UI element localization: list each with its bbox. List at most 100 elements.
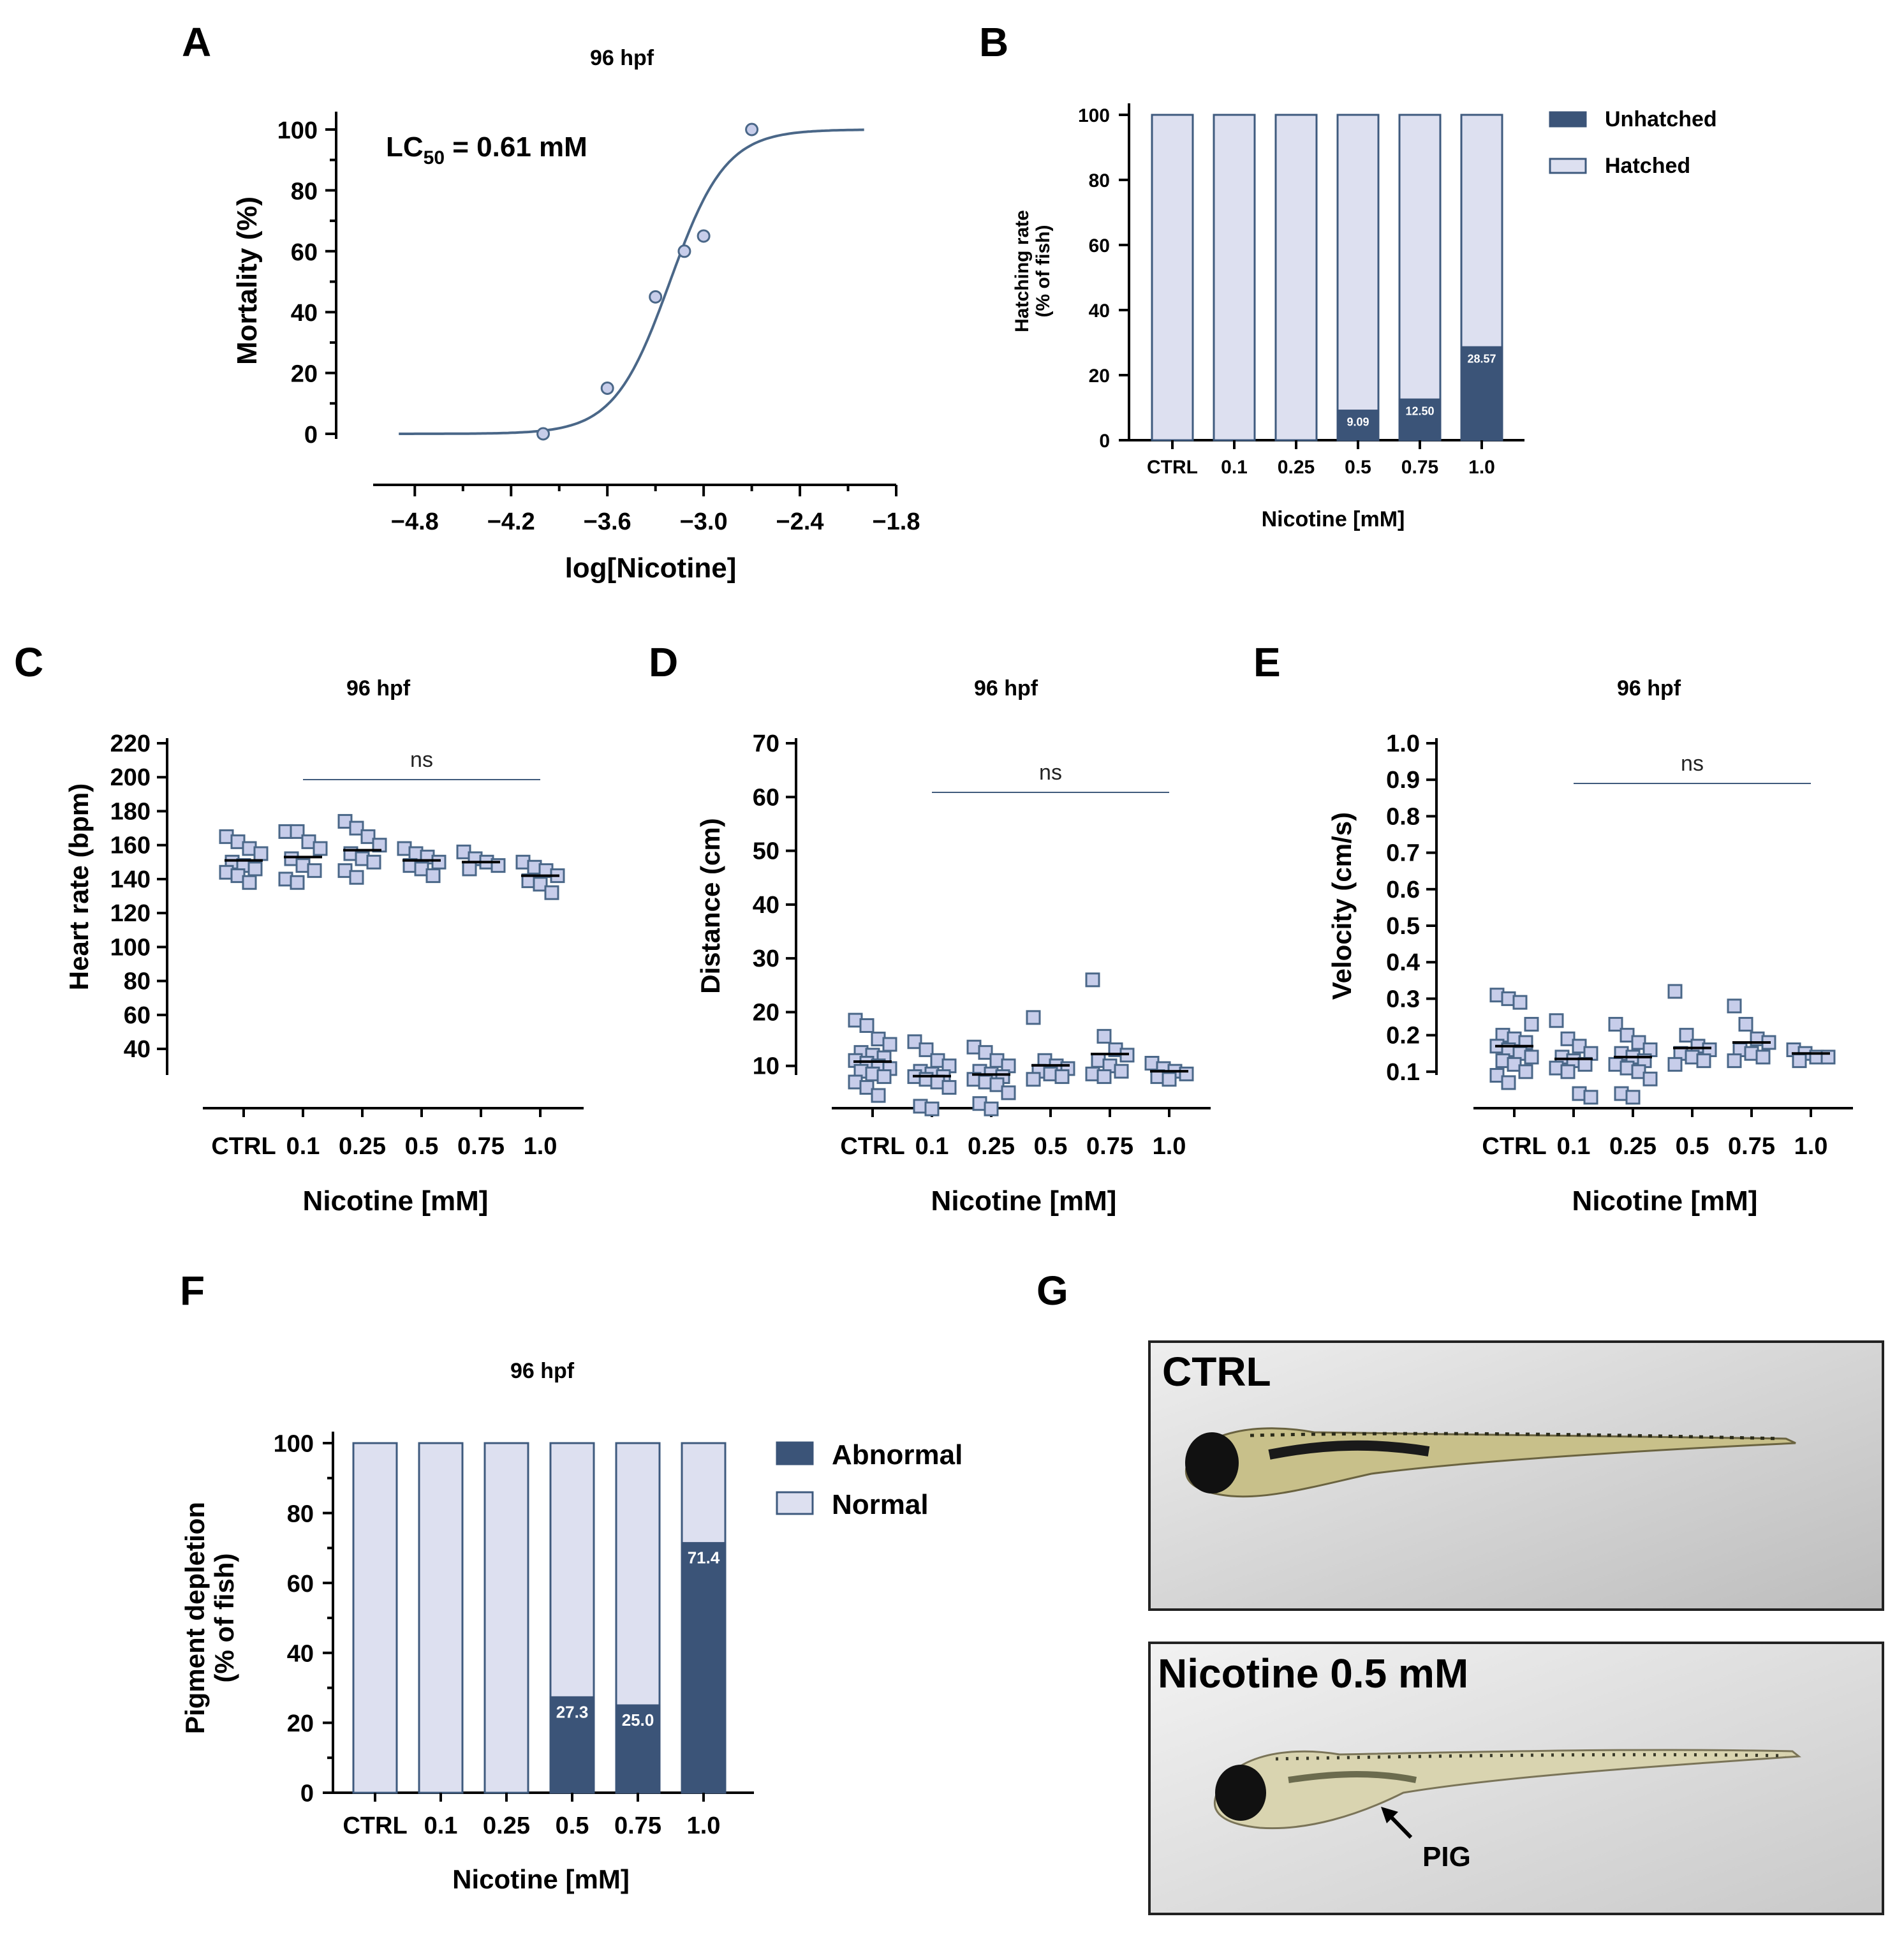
c-data-point [290, 875, 305, 890]
e-ytick-label: 0.1 [1386, 1059, 1420, 1086]
f-data-label: 71.4 [688, 1548, 720, 1568]
b-ytick-label: 60 [1089, 235, 1110, 256]
b-xtick-label: 0.75 [1401, 457, 1438, 478]
a-data-point [536, 427, 550, 441]
d-y-label: Distance (cm) [695, 818, 725, 993]
e-data-point [1608, 1016, 1623, 1032]
a-xtick-label: −1.8 [872, 508, 920, 535]
e-data-point [1667, 984, 1683, 999]
b-bar-hatched [1274, 114, 1318, 441]
e-data-point [1549, 1013, 1564, 1028]
c-data-point [431, 854, 446, 870]
e-x-label: Nicotine [mM] [1572, 1185, 1758, 1217]
e-ns-label: ns [1681, 752, 1704, 776]
photo-nicotine-caption: Nicotine 0.5 mM [1158, 1650, 1468, 1696]
d-data-point [1026, 1010, 1041, 1025]
a-ytick-label: 100 [277, 117, 318, 144]
c-ytick-label: 140 [110, 866, 151, 893]
e-y-label: Velocity (cm/s) [1327, 812, 1357, 1000]
e-data-point [1696, 1053, 1711, 1069]
larva-ctrl-dorsal-stripe [1250, 1432, 1780, 1441]
f-x-label: Nicotine [mM] [452, 1864, 630, 1894]
a-x-label: log[Nicotine] [565, 552, 737, 584]
b-bar-hatched [1336, 114, 1380, 412]
a-ytick-label: 20 [291, 361, 318, 388]
pig-label: PIG [1422, 1841, 1471, 1872]
e-ytick-label: 0.8 [1386, 803, 1420, 830]
c-ytick-label: 120 [110, 900, 151, 927]
f-xtick-label: 0.25 [483, 1813, 530, 1839]
d-data-point [1096, 1069, 1112, 1085]
chart-f: 0 20 40 60 80 100 CTRL 0.1 0.25 27.3 0.5 25.0 0.75 71… [180, 1431, 963, 1894]
d-xtick-label: 0.1 [915, 1133, 949, 1160]
d-data-point [919, 1042, 934, 1057]
e-data-point [1727, 998, 1742, 1014]
d-data-point [1001, 1085, 1016, 1101]
d-xtick-label: CTRL [840, 1133, 904, 1160]
f-ytick-label: 80 [287, 1501, 314, 1527]
f-ytick-label: 20 [287, 1710, 314, 1737]
f-ytick-label: 60 [287, 1571, 314, 1598]
f-bar-normal [615, 1442, 661, 1707]
d-ytick-label: 70 [753, 730, 779, 757]
f-y-label-line1: Pigment depletion [180, 1502, 210, 1734]
larva-ctrl-pigment [1268, 1440, 1430, 1460]
e-data-point [1524, 1049, 1539, 1065]
e-data-point [1583, 1090, 1598, 1105]
b-xtick-label: 0.5 [1345, 457, 1371, 478]
d-data-point [1114, 1064, 1129, 1079]
b-data-label: 9.09 [1347, 416, 1369, 429]
a-y-label: Mortality (%) [232, 196, 263, 365]
chart-e: 0.1 0.2 0.3 0.4 0.5 0.6 0.7 0.8 0.9 1.0 ns CTRL 0.1 0… [1327, 730, 1853, 1217]
b-ytick-label: 20 [1089, 366, 1110, 387]
b-bar-hatched [1398, 114, 1442, 401]
c-data-point [307, 863, 322, 879]
c-data-point [425, 868, 441, 884]
panel-f-title: 96 hpf [510, 1359, 575, 1383]
f-xtick-label: 0.75 [614, 1813, 661, 1839]
c-xtick-label: 0.25 [339, 1133, 386, 1160]
chart-a: 0 20 40 60 80 100 −4.8 −4.2 −3.6 −3.0 −2.4 −1.8 log[… [232, 112, 920, 584]
b-xtick-label: 1.0 [1468, 457, 1495, 478]
f-legend-swatch [776, 1441, 814, 1465]
d-data-point [1054, 1069, 1070, 1085]
e-data-point [1667, 1056, 1683, 1072]
c-data-point [253, 846, 269, 861]
c-data-point [313, 841, 328, 856]
b-ytick-label: 100 [1078, 105, 1110, 126]
e-xtick-label: 1.0 [1794, 1133, 1828, 1160]
a-xtick-label: −3.0 [680, 508, 728, 535]
d-ytick-label: 10 [753, 1053, 779, 1080]
panel-label-d: D [649, 639, 678, 685]
c-data-point [247, 861, 263, 877]
larva-nicotine-dorsal-stripe [1275, 1753, 1787, 1761]
e-xtick-label: 0.1 [1557, 1133, 1591, 1160]
c-xtick-label: 0.1 [286, 1133, 320, 1160]
c-xtick-label: 0.75 [457, 1133, 505, 1160]
e-ytick-label: 0.9 [1386, 767, 1420, 794]
e-ytick-label: 0.3 [1386, 986, 1420, 1012]
e-data-point [1642, 1071, 1658, 1086]
f-bar-abnormal [615, 1704, 661, 1794]
a-ytick-label: 40 [291, 300, 318, 327]
d-data-point [978, 1045, 993, 1060]
c-data-point [462, 861, 477, 877]
chart-c: 40 60 80 100 120 140 160 180 200 220 ns CTRL 0.1 0.25… [64, 730, 584, 1217]
b-data-label: 28.57 [1467, 352, 1496, 365]
panel-d-title: 96 hpf [974, 676, 1038, 701]
b-legend-label: Unhatched [1605, 107, 1717, 131]
panel-label-f: F [180, 1268, 205, 1314]
c-ytick-label: 160 [110, 833, 151, 859]
a-xtick-label: −4.8 [391, 508, 439, 535]
b-legend-swatch [1549, 111, 1587, 128]
d-data-point [941, 1079, 957, 1095]
c-ytick-label: 100 [110, 934, 151, 961]
b-y-label-line2: (% of fish) [1033, 225, 1054, 318]
c-data-point [372, 838, 387, 853]
e-data-point [1560, 1064, 1576, 1079]
f-bar-normal [418, 1442, 464, 1794]
d-ytick-label: 50 [753, 838, 779, 865]
larva-ctrl-eye [1185, 1432, 1239, 1494]
e-ytick-label: 0.2 [1386, 1023, 1420, 1049]
